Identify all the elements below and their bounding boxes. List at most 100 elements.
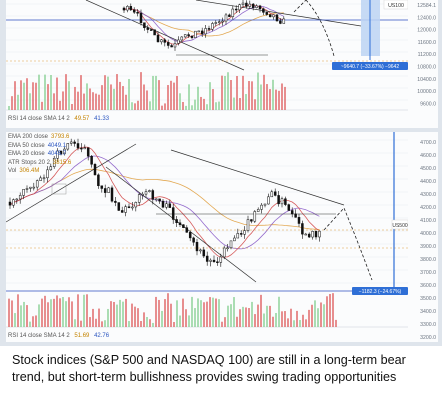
volume-bar xyxy=(107,308,109,327)
indicator-row: EMA 200 close 3793.6 xyxy=(8,134,69,140)
indicator-row: ATR Stops 20 2 3815.6 xyxy=(8,160,71,166)
candle-body xyxy=(246,219,250,231)
candle-body xyxy=(318,230,321,238)
volume-bar xyxy=(29,93,31,110)
candle-body xyxy=(221,20,224,23)
volume-bars xyxy=(8,72,286,110)
candle-body xyxy=(195,241,199,252)
candle-body xyxy=(15,198,19,201)
volume-bar xyxy=(248,81,250,110)
volume-bar xyxy=(29,321,31,327)
candle-body xyxy=(42,177,46,180)
volume-bar xyxy=(332,293,334,327)
candle-body xyxy=(197,30,201,33)
volume-bar xyxy=(209,297,211,327)
volume-bar xyxy=(104,75,106,110)
candle-body xyxy=(161,200,165,208)
candle-body xyxy=(22,189,25,196)
candlesticks xyxy=(8,138,321,267)
candle-body xyxy=(236,233,240,239)
volume-bar xyxy=(83,93,85,110)
volume-bar xyxy=(185,105,187,110)
volume-bar xyxy=(71,301,73,327)
indicator-name: Vol xyxy=(8,168,17,174)
volume-bar xyxy=(233,97,235,110)
volume-bar xyxy=(275,89,277,110)
candle-body xyxy=(251,3,255,8)
volume-bar xyxy=(71,104,73,110)
volume-bar xyxy=(152,322,154,327)
candle-body xyxy=(93,164,97,176)
price-tick-label: 3400.0 xyxy=(420,309,436,315)
candle-body xyxy=(248,3,252,7)
candle-body xyxy=(273,191,277,196)
volume-bar xyxy=(227,72,229,110)
volume-bar xyxy=(38,74,40,110)
volume-bar xyxy=(122,86,124,110)
volume-bar xyxy=(143,312,145,327)
candle-body xyxy=(183,34,187,38)
candle-body xyxy=(163,39,167,43)
volume-bar xyxy=(242,75,244,110)
candle-body xyxy=(258,5,262,10)
price-tick-label: 3500.0 xyxy=(420,296,436,302)
volume-bar xyxy=(110,84,112,110)
volume-bar xyxy=(26,305,28,327)
candle-body xyxy=(117,202,121,211)
indicator-value: 3815.6 xyxy=(52,159,72,166)
volume-bar xyxy=(239,309,241,327)
volume-bar xyxy=(215,102,217,110)
rsi-value-1: 51.69 xyxy=(74,333,90,339)
volume-bar xyxy=(212,89,214,110)
price-tick-label: 4000.0 xyxy=(420,231,436,237)
volume-bar xyxy=(188,315,190,327)
volume-bar xyxy=(260,294,262,327)
volume-bar xyxy=(170,80,172,110)
candle-body xyxy=(131,206,134,209)
volume-bar xyxy=(47,84,49,110)
sp500-chart-canvas[interactable]: US5004067.0−1182.3 (−24.67%) 4700.04600.… xyxy=(6,132,438,342)
volume-bar xyxy=(320,302,322,327)
candle-body xyxy=(86,147,90,157)
candle-body xyxy=(8,201,12,206)
candle-body xyxy=(245,2,248,7)
candle-body xyxy=(100,185,104,189)
candle-body xyxy=(222,247,226,258)
candle-body xyxy=(194,30,197,38)
volume-bar xyxy=(101,321,103,327)
volume-bar xyxy=(317,308,319,327)
sp500-chart-panel[interactable]: US5004067.0−1182.3 (−24.67%) 4700.04600.… xyxy=(6,132,438,342)
candle-body xyxy=(35,180,39,188)
nasdaq-chart-canvas[interactable]: US100~9640.7 (−33.67%) −964275.00 12584.… xyxy=(6,0,438,128)
volume-bar xyxy=(251,81,253,110)
volume-bar xyxy=(11,300,13,327)
volume-bar xyxy=(293,320,295,327)
candle-body xyxy=(80,147,83,150)
volume-bar xyxy=(290,308,292,327)
volume-bar xyxy=(95,93,97,110)
rsi-label-text: RSI 14 close SMA 14 2 xyxy=(8,116,70,122)
nasdaq-chart-panel[interactable]: US100~9640.7 (−33.67%) −964275.00 12584.… xyxy=(6,0,438,128)
volume-bar xyxy=(254,314,256,327)
candle-body xyxy=(234,8,238,11)
trend-line xyxy=(85,0,245,71)
volume-bar xyxy=(107,76,109,110)
volume-bar xyxy=(335,319,337,327)
rsi-value-2: 41.33 xyxy=(94,116,110,122)
volume-bar xyxy=(296,310,298,327)
volume-bar xyxy=(50,74,52,110)
candle-body xyxy=(153,29,156,36)
volume-bar xyxy=(305,319,307,327)
volume-bar xyxy=(161,105,163,110)
volume-bar xyxy=(14,81,16,110)
volume-bar xyxy=(53,93,55,110)
volume-bar xyxy=(167,293,169,327)
candle-body xyxy=(255,5,258,8)
volume-bar xyxy=(119,299,121,327)
candle-body xyxy=(126,6,129,11)
candle-body xyxy=(180,36,184,41)
candlesticks xyxy=(122,0,286,51)
trend-line xyxy=(170,149,345,206)
candle-body xyxy=(185,227,189,233)
volume-bar xyxy=(86,294,88,327)
